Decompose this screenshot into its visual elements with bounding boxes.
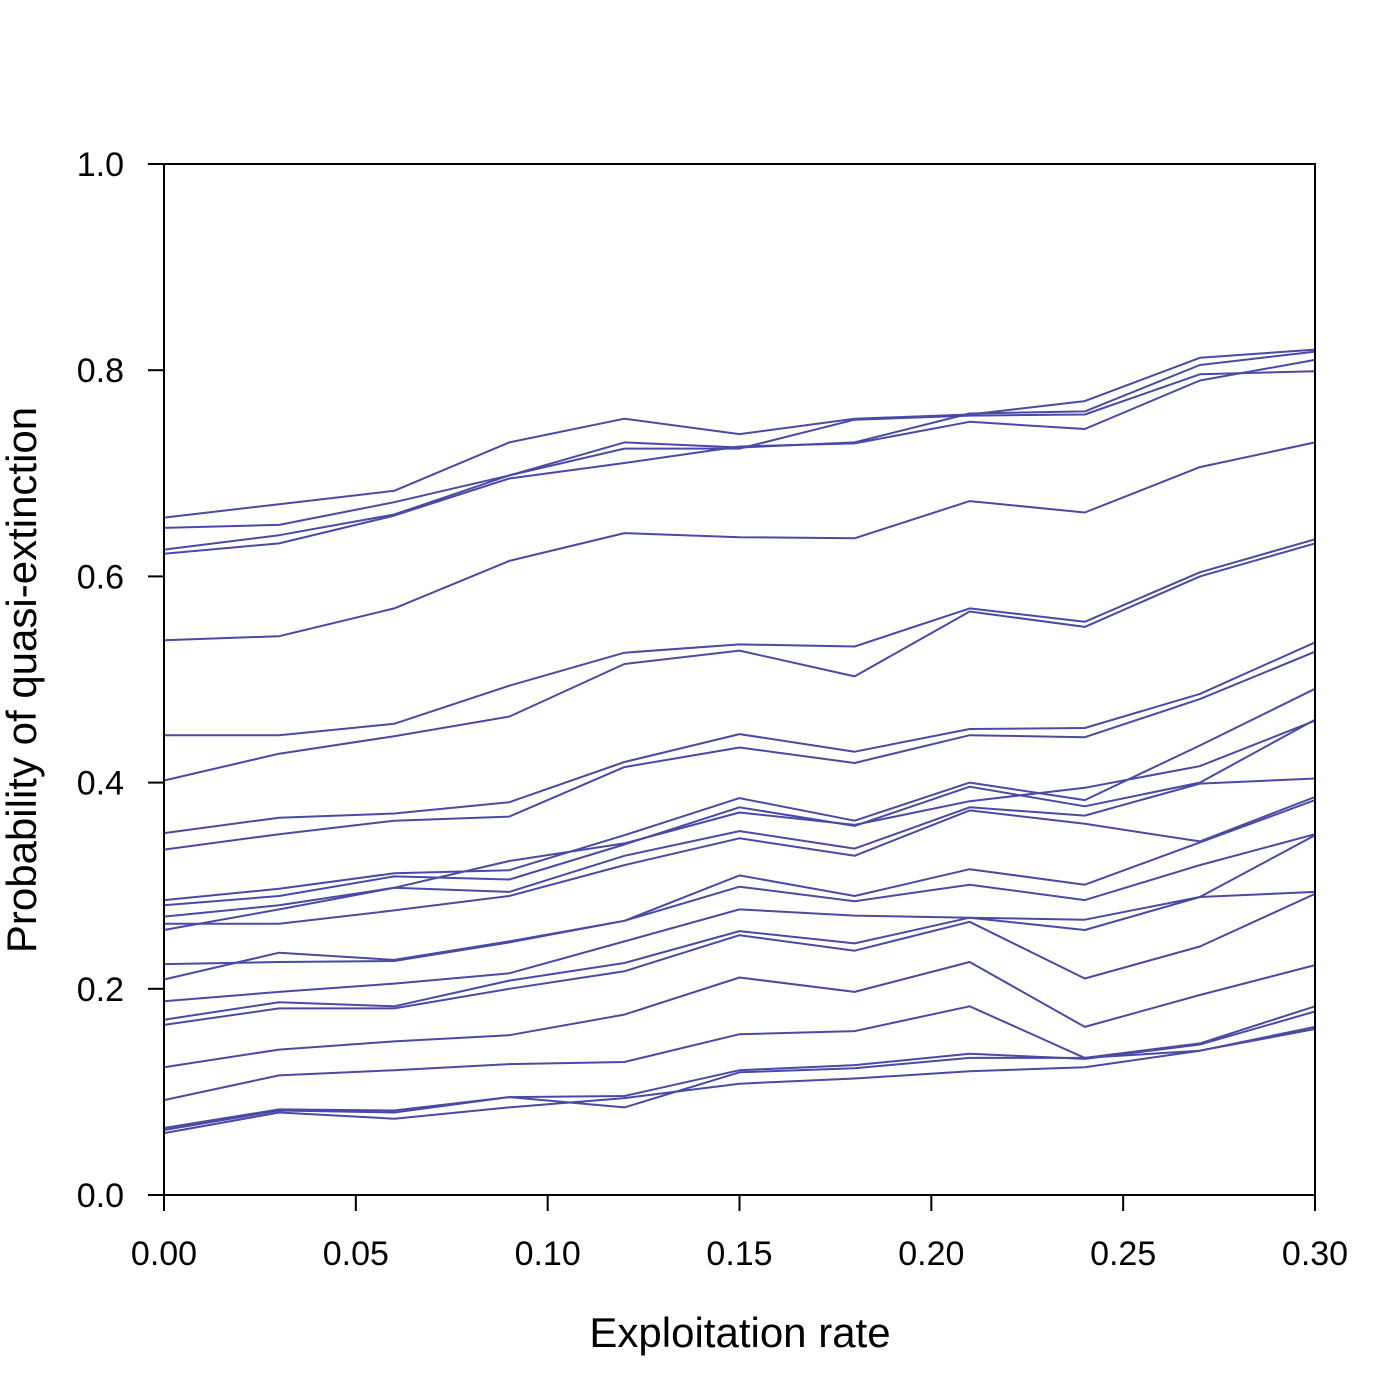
x-tick-label: 0.20	[898, 1235, 964, 1273]
y-tick-label: 0.4	[77, 765, 124, 803]
series-line-2	[163, 350, 1316, 529]
series-line-5	[163, 441, 1316, 642]
plot-frame	[163, 163, 1316, 1196]
y-axis: 0.0 0.2 0.4 0.6 0.8 1.0	[77, 146, 164, 1215]
series-line-24	[163, 1028, 1316, 1135]
series-line-14	[164, 796, 1316, 925]
series-line-10	[163, 687, 1316, 902]
series-line-15	[163, 799, 1316, 981]
series-line-23	[163, 1025, 1316, 1131]
y-tick-label: 0.6	[77, 558, 124, 596]
series-line-20	[163, 961, 1316, 1069]
series-lines	[163, 348, 1316, 1135]
x-tick-label: 0.15	[706, 1235, 772, 1273]
y-tick-label: 0.2	[77, 971, 124, 1009]
series-line-6	[164, 538, 1316, 737]
x-tick-label: 0.00	[131, 1235, 197, 1273]
series-line-9	[163, 650, 1316, 851]
y-tick-label: 1.0	[77, 146, 124, 184]
series-line-4	[163, 358, 1316, 555]
series-line-8	[163, 641, 1316, 835]
x-tick-label: 0.10	[515, 1235, 581, 1273]
series-line-3	[163, 370, 1316, 551]
series-line-18	[163, 890, 1316, 1021]
series-line-21	[163, 1005, 1316, 1102]
series-line-17	[163, 834, 1316, 1003]
y-axis-title: Probability of quasi-extinction	[0, 407, 45, 953]
x-tick-label: 0.25	[1090, 1235, 1156, 1273]
y-tick-label: 0.8	[77, 352, 124, 390]
x-axis-title: Exploitation rate	[589, 1309, 890, 1356]
x-tick-label: 0.30	[1282, 1235, 1348, 1273]
series-line-12	[163, 719, 1316, 931]
series-line-7	[163, 542, 1316, 782]
series-line-16	[163, 833, 1316, 966]
series-line-1	[163, 348, 1316, 519]
series-line-19	[163, 892, 1316, 1026]
series-line-22	[163, 1010, 1316, 1129]
y-tick-label: 0.0	[77, 1177, 124, 1215]
x-axis: 0.00 0.05 0.10 0.15 0.20 0.25 0.30	[131, 1195, 1348, 1273]
x-tick-label: 0.05	[323, 1235, 389, 1273]
series-line-11	[163, 718, 1316, 907]
series-line-13	[163, 777, 1316, 918]
